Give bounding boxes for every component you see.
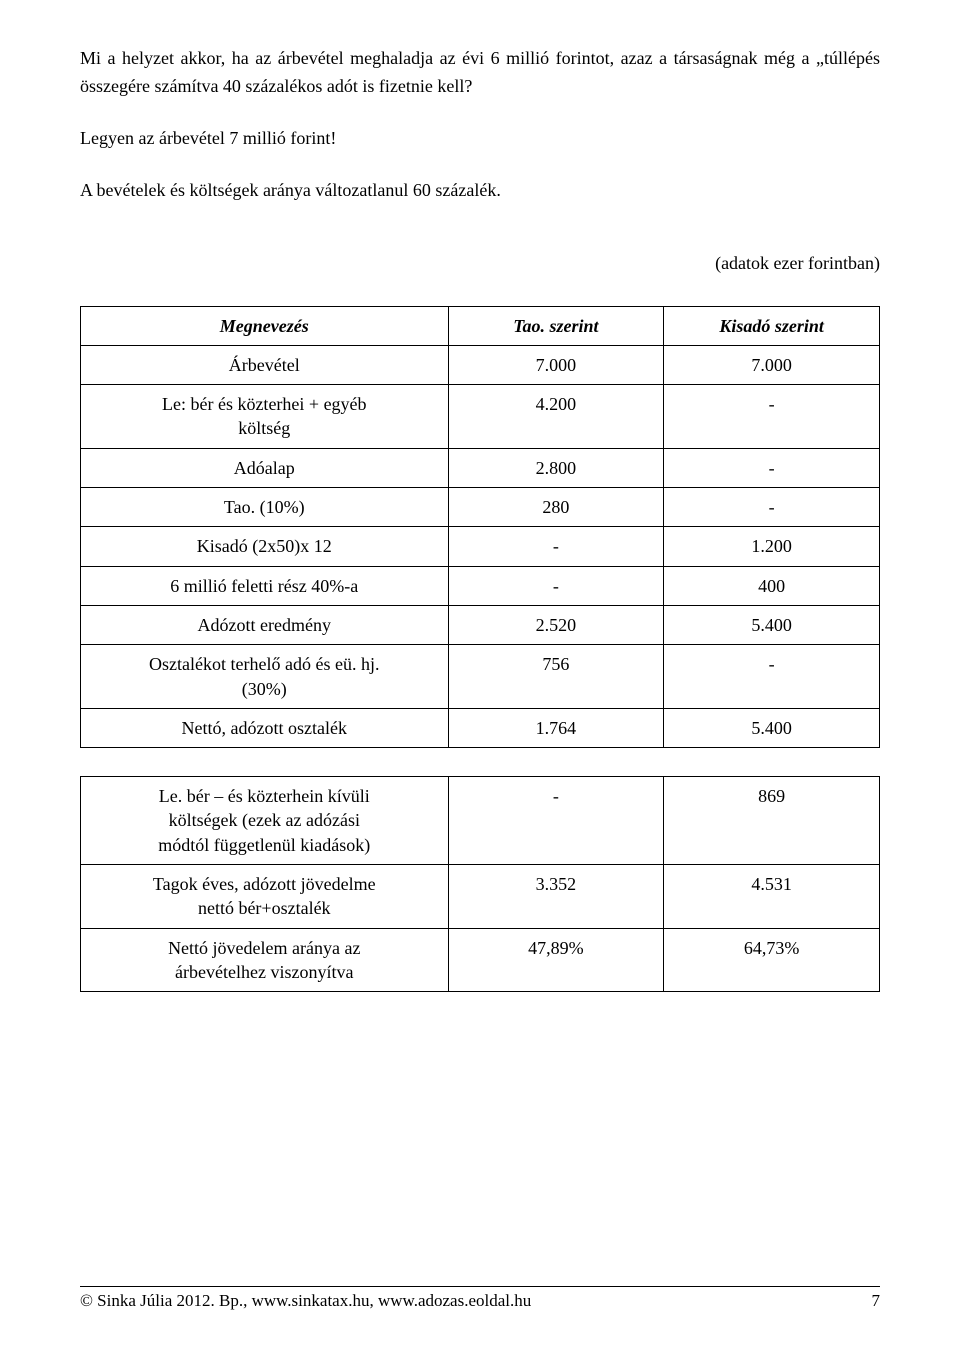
table-row: Nettó, adózott osztalék 1.764 5.400 <box>81 708 880 747</box>
row-value-tao: 2.520 <box>448 605 664 644</box>
table-row: Tagok éves, adózott jövedelme nettó bér+… <box>81 865 880 929</box>
row-value-kisado: - <box>664 448 880 487</box>
table-row: Le: bér és közterhei + egyéb költség 4.2… <box>81 385 880 449</box>
row-label: 6 millió feletti rész 40%-a <box>81 566 449 605</box>
table-row: Kisadó (2x50)x 12 - 1.200 <box>81 527 880 566</box>
row-value-kisado: - <box>664 385 880 449</box>
tax-comparison-table-2: Le. bér – és közterhein kívüli költségek… <box>80 776 880 992</box>
table-row: 6 millió feletti rész 40%-a - 400 <box>81 566 880 605</box>
row-value-kisado: 5.400 <box>664 605 880 644</box>
row-value-kisado: - <box>664 488 880 527</box>
row-value-tao: 47,89% <box>448 928 664 992</box>
row-value-kisado: 5.400 <box>664 708 880 747</box>
row-label: Adózott eredmény <box>81 605 449 644</box>
row-value-tao: 2.800 <box>448 448 664 487</box>
table-row: Árbevétel 7.000 7.000 <box>81 345 880 384</box>
row-label: Tao. (10%) <box>81 488 449 527</box>
footer-page-number: 7 <box>872 1291 881 1311</box>
body-paragraph-2: Legyen az árbevétel 7 millió forint! <box>80 125 880 153</box>
row-value-kisado: - <box>664 645 880 709</box>
row-value-tao: - <box>448 566 664 605</box>
row-value-kisado: 4.531 <box>664 865 880 929</box>
table-row: Adóalap 2.800 - <box>81 448 880 487</box>
table-header-row: Megnevezés Tao. szerint Kisadó szerint <box>81 306 880 345</box>
row-value-kisado: 400 <box>664 566 880 605</box>
row-value-kisado: 869 <box>664 777 880 865</box>
table-row: Adózott eredmény 2.520 5.400 <box>81 605 880 644</box>
body-paragraph-3: A bevételek és költségek aránya változat… <box>80 177 880 205</box>
row-label: Osztalékot terhelő adó és eü. hj. (30%) <box>81 645 449 709</box>
row-value-kisado: 7.000 <box>664 345 880 384</box>
row-value-tao: - <box>448 527 664 566</box>
row-value-kisado: 64,73% <box>664 928 880 992</box>
row-label: Tagok éves, adózott jövedelme nettó bér+… <box>81 865 449 929</box>
row-value-kisado: 1.200 <box>664 527 880 566</box>
col-header-tao: Tao. szerint <box>448 306 664 345</box>
footer-copyright: © Sinka Júlia 2012. Bp., www.sinkatax.hu… <box>80 1291 531 1311</box>
row-value-tao: 4.200 <box>448 385 664 449</box>
row-value-tao: 1.764 <box>448 708 664 747</box>
page-footer: © Sinka Júlia 2012. Bp., www.sinkatax.hu… <box>80 1286 880 1311</box>
col-header-kisado: Kisadó szerint <box>664 306 880 345</box>
row-value-tao: 3.352 <box>448 865 664 929</box>
row-value-tao: 7.000 <box>448 345 664 384</box>
row-label: Nettó, adózott osztalék <box>81 708 449 747</box>
tax-comparison-table-1: Megnevezés Tao. szerint Kisadó szerint Á… <box>80 306 880 749</box>
row-label: Nettó jövedelem aránya az árbevételhez v… <box>81 928 449 992</box>
row-label: Adóalap <box>81 448 449 487</box>
row-label: Le. bér – és közterhein kívüli költségek… <box>81 777 449 865</box>
table-row: Osztalékot terhelő adó és eü. hj. (30%) … <box>81 645 880 709</box>
table-row: Tao. (10%) 280 - <box>81 488 880 527</box>
row-value-tao: 280 <box>448 488 664 527</box>
table-row: Le. bér – és közterhein kívüli költségek… <box>81 777 880 865</box>
row-label: Kisadó (2x50)x 12 <box>81 527 449 566</box>
body-paragraph-1: Mi a helyzet akkor, ha az árbevétel megh… <box>80 45 880 101</box>
table-row: Nettó jövedelem aránya az árbevételhez v… <box>81 928 880 992</box>
units-note: (adatok ezer forintban) <box>80 253 880 274</box>
col-header-name: Megnevezés <box>81 306 449 345</box>
row-label: Árbevétel <box>81 345 449 384</box>
row-label: Le: bér és közterhei + egyéb költség <box>81 385 449 449</box>
row-value-tao: 756 <box>448 645 664 709</box>
row-value-tao: - <box>448 777 664 865</box>
